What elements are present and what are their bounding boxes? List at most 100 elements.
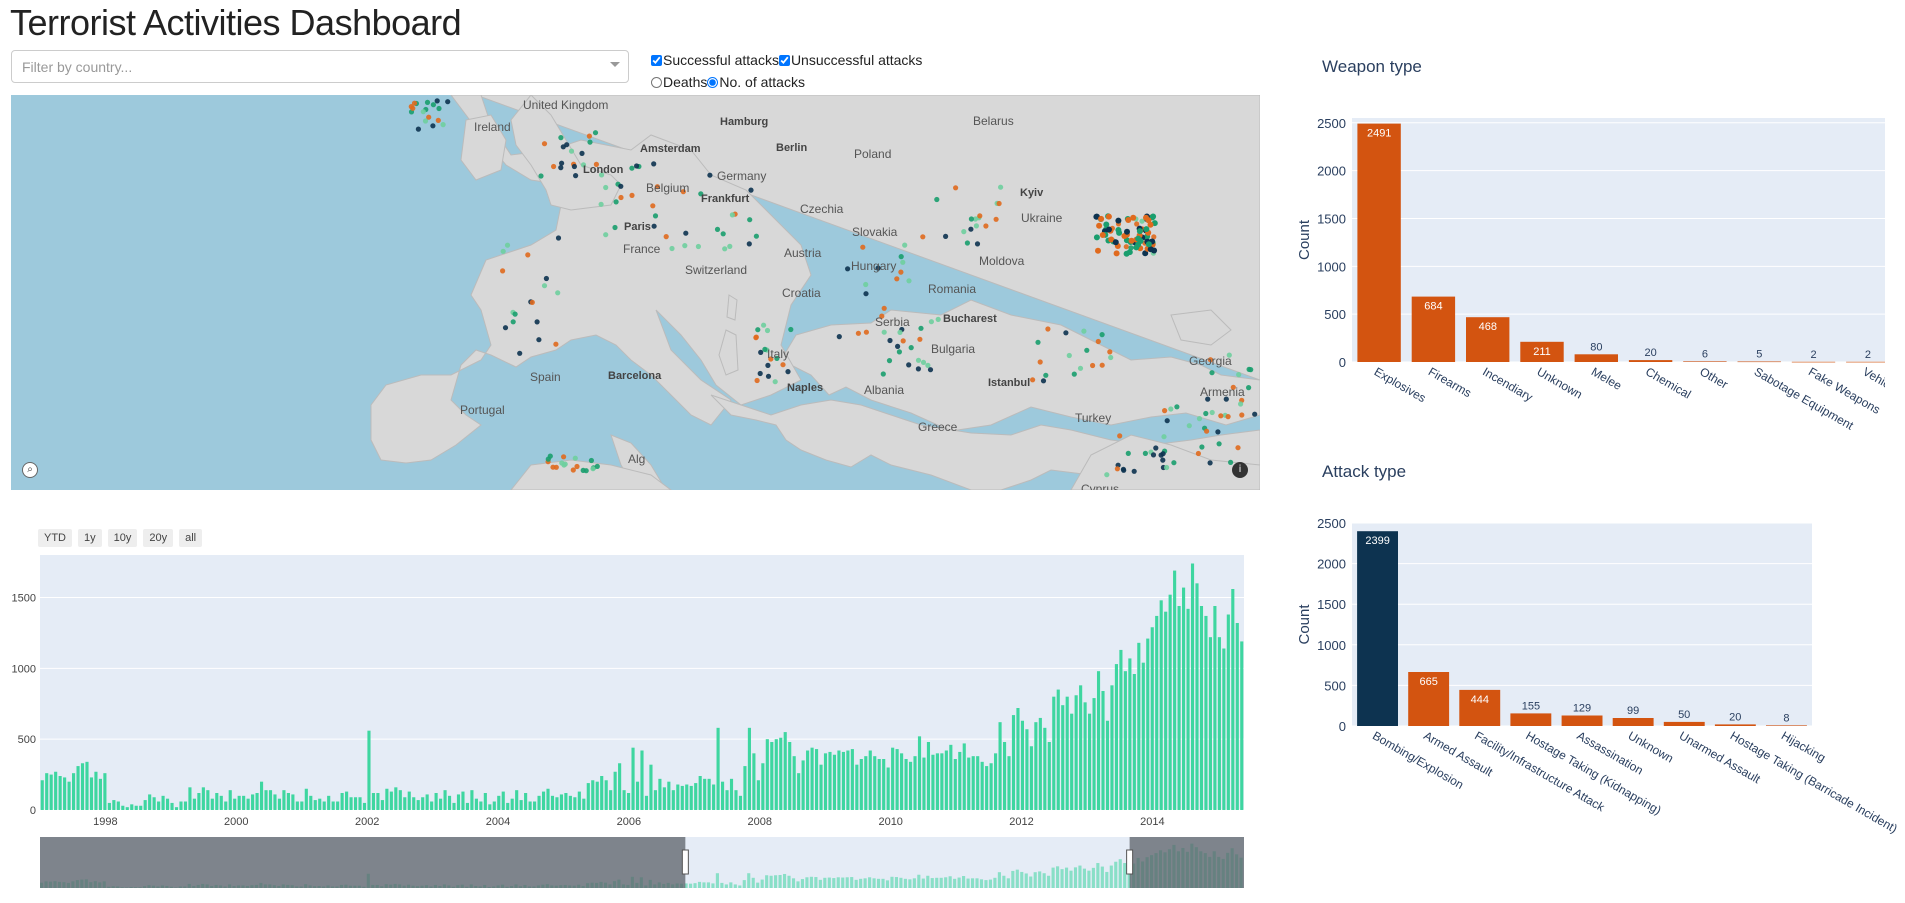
- category-bar[interactable]: [1737, 361, 1781, 363]
- attack-marker: [1246, 385, 1252, 391]
- category-bar[interactable]: [1408, 672, 1450, 726]
- attack-bar: [1056, 689, 1060, 810]
- range-slider-bar: [1109, 865, 1113, 888]
- attack-bar: [792, 756, 796, 810]
- category-bar[interactable]: [1574, 354, 1618, 362]
- range-slider-handle-left[interactable]: [681, 849, 689, 875]
- range-button-ytd[interactable]: YTD: [38, 529, 72, 547]
- category-bar[interactable]: [1357, 531, 1398, 726]
- range-slider-bar: [993, 877, 997, 888]
- attack-bar: [277, 798, 282, 810]
- attack-bar: [564, 793, 568, 810]
- x-tick-label: Explosives: [1372, 364, 1429, 405]
- attack-marker: [422, 118, 429, 124]
- category-bar[interactable]: [1357, 123, 1401, 362]
- category-bar[interactable]: [1411, 296, 1456, 362]
- attack-marker: [426, 114, 432, 120]
- attacks-option[interactable]: No. of attacks: [707, 74, 805, 90]
- attack-bar: [443, 790, 447, 810]
- deaths-option[interactable]: Deaths: [651, 74, 707, 90]
- attack-marker: [1186, 423, 1192, 429]
- attack-markers[interactable]: [11, 95, 1260, 490]
- range-slider-bar: [724, 884, 728, 888]
- attack-marker: [603, 184, 609, 191]
- attacks-radio[interactable]: [707, 76, 719, 88]
- attack-marker: [1164, 418, 1170, 424]
- attack-marker: [753, 233, 760, 239]
- attack-map[interactable]: United Kingdom Ireland Belarus Poland Ge…: [11, 95, 1260, 490]
- range-slider-bar: [966, 878, 970, 888]
- attack-bar: [107, 802, 111, 810]
- attack-type-chart[interactable]: 0 500 1000 1500 2000 2500 Count 2399 Bombing/Exp…: [1290, 508, 1905, 853]
- category-bar[interactable]: [1459, 689, 1501, 726]
- country-filter-input[interactable]: [12, 51, 567, 82]
- deaths-radio[interactable]: [651, 76, 662, 88]
- attack-marker: [964, 240, 971, 246]
- category-bar[interactable]: [1520, 341, 1564, 362]
- chevron-down-icon[interactable]: [610, 62, 620, 67]
- map-label-country: Germany: [717, 169, 767, 183]
- category-bar[interactable]: [1683, 361, 1727, 362]
- map-info-icon[interactable]: i: [1232, 462, 1248, 478]
- category-bar[interactable]: [1846, 361, 1885, 363]
- attack-outcome-checkboxes: Successful attacks Unsuccessful attacks: [651, 52, 922, 68]
- category-bar[interactable]: [1766, 725, 1807, 726]
- range-button-all[interactable]: all: [179, 529, 203, 547]
- attack-marker: [408, 104, 414, 110]
- y-tick-label: 500: [1324, 307, 1346, 322]
- bar-value-label: 2491: [1367, 128, 1391, 140]
- attack-marker: [895, 343, 901, 349]
- category-bar[interactable]: [1663, 721, 1705, 726]
- map-search-icon[interactable]: ⌕: [22, 462, 38, 478]
- attack-bar: [725, 790, 729, 810]
- category-bar[interactable]: [1510, 713, 1552, 726]
- range-slider-bar: [769, 875, 773, 888]
- attack-bar: [779, 737, 783, 810]
- range-slider-bar: [1015, 869, 1019, 888]
- successful-attacks-checkbox[interactable]: [651, 54, 662, 66]
- attack-marker: [973, 223, 980, 229]
- range-slider-bar: [868, 877, 872, 888]
- category-bar[interactable]: [1612, 718, 1654, 726]
- attacks-over-time-chart[interactable]: 0 500 1000 1500 1998 2000 2002 2004 2006 2008 2010…: [0, 550, 1260, 890]
- attack-bar: [273, 794, 277, 810]
- range-button-1y[interactable]: 1y: [78, 529, 102, 547]
- attack-bar: [591, 780, 595, 810]
- attack-bar: [1047, 742, 1051, 810]
- range-slider-bar: [689, 883, 693, 888]
- category-bar[interactable]: [1791, 361, 1836, 363]
- range-button-20y[interactable]: 20y: [143, 529, 174, 547]
- range-button-10y[interactable]: 10y: [107, 529, 138, 547]
- category-bar[interactable]: [1628, 360, 1673, 362]
- unsuccessful-attacks-checkbox[interactable]: [778, 54, 790, 66]
- range-slider-handle-right[interactable]: [1126, 849, 1134, 875]
- attack-bar: [510, 798, 514, 810]
- attack-marker: [1104, 472, 1110, 478]
- attack-bar: [1007, 756, 1011, 810]
- unsuccessful-attacks-option[interactable]: Unsuccessful attacks: [778, 52, 922, 68]
- category-bar[interactable]: [1714, 724, 1756, 726]
- attack-bar: [380, 800, 384, 810]
- attack-marker: [551, 163, 557, 170]
- country-filter-dropdown[interactable]: [11, 50, 629, 83]
- bar-value-label: 2: [1810, 349, 1816, 361]
- attack-bar: [913, 756, 917, 810]
- successful-attacks-option[interactable]: Successful attacks: [651, 52, 779, 68]
- attack-marker: [788, 326, 794, 333]
- weapon-chart-title: Weapon type: [1322, 57, 1422, 76]
- attack-marker: [1131, 468, 1137, 474]
- attack-bar: [304, 788, 308, 810]
- y-tick-label: 1000: [1317, 638, 1346, 653]
- category-bar[interactable]: [1466, 317, 1510, 362]
- attack-bar: [1217, 637, 1221, 810]
- attack-marker: [698, 191, 704, 197]
- attack-bar: [1074, 695, 1078, 810]
- category-bar[interactable]: [1561, 715, 1603, 727]
- attack-marker: [1077, 365, 1084, 371]
- attack-marker: [896, 349, 903, 355]
- attack-marker: [618, 194, 624, 201]
- attack-marker: [1093, 234, 1100, 241]
- attack-bar: [823, 753, 828, 810]
- weapon-type-chart[interactable]: 0 500 1000 1500 2000 2500 Count 2491 Explosives 6…: [1290, 90, 1885, 430]
- attack-bar: [188, 787, 192, 810]
